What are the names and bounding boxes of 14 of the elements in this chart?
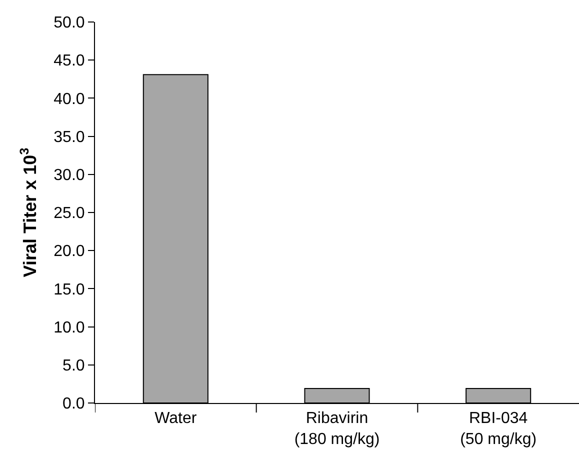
y-tick-label: 20.0 [54, 243, 85, 260]
x-tick-label: Ribavirin (180 mg/kg) [294, 410, 380, 448]
y-tick-label: 50.0 [54, 14, 85, 32]
x-tick-label: RBI-034 (50 mg/kg) [460, 410, 537, 448]
y-tick-label: 30.0 [54, 167, 85, 184]
y-tick-label: 35.0 [54, 128, 85, 146]
y-tick-label: 10.0 [54, 319, 85, 336]
y-tick-label: 40.0 [54, 90, 85, 108]
y-tick-label: 5.0 [62, 358, 85, 374]
y-tick-label: 0.0 [62, 396, 85, 413]
y-tick-label: 15.0 [54, 281, 85, 298]
y-tick-label: 25.0 [54, 205, 85, 222]
y-tick-label: 45.0 [54, 52, 85, 70]
x-tick-label: Water [154, 410, 198, 428]
